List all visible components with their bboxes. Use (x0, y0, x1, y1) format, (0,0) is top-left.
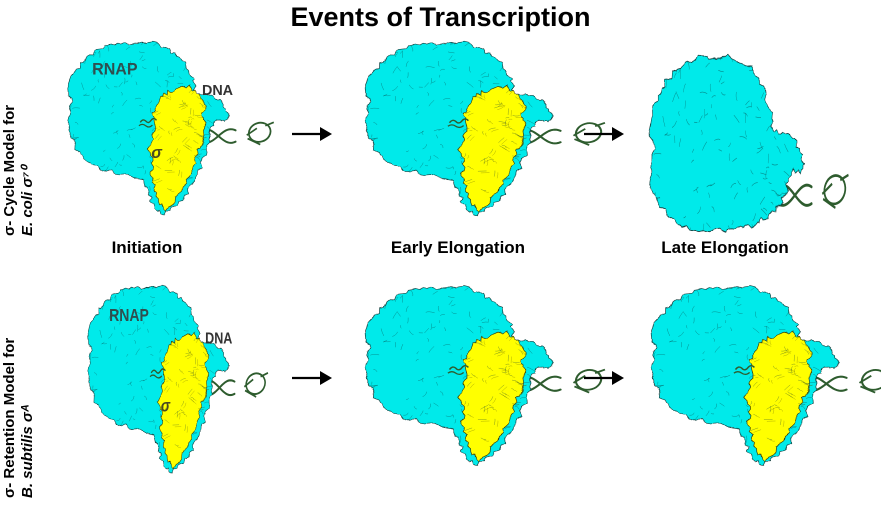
svg-text:DNA: DNA (202, 83, 234, 99)
svg-text:σ- Cycle Model for: σ- Cycle Model for (2, 105, 18, 236)
svg-text:RNAP: RNAP (109, 307, 149, 326)
svg-text:E. coli σ⁷⁰: E. coli σ⁷⁰ (19, 163, 36, 236)
svg-text:B. subtilis σᴬ: B. subtilis σᴬ (19, 404, 36, 498)
svg-text:DNA: DNA (205, 330, 232, 348)
svg-text:σ- Retention Model for: σ- Retention Model for (2, 338, 18, 498)
svg-text:σ: σ (161, 397, 172, 416)
svg-text:RNAP: RNAP (92, 60, 138, 78)
svg-text:σ: σ (151, 144, 163, 162)
